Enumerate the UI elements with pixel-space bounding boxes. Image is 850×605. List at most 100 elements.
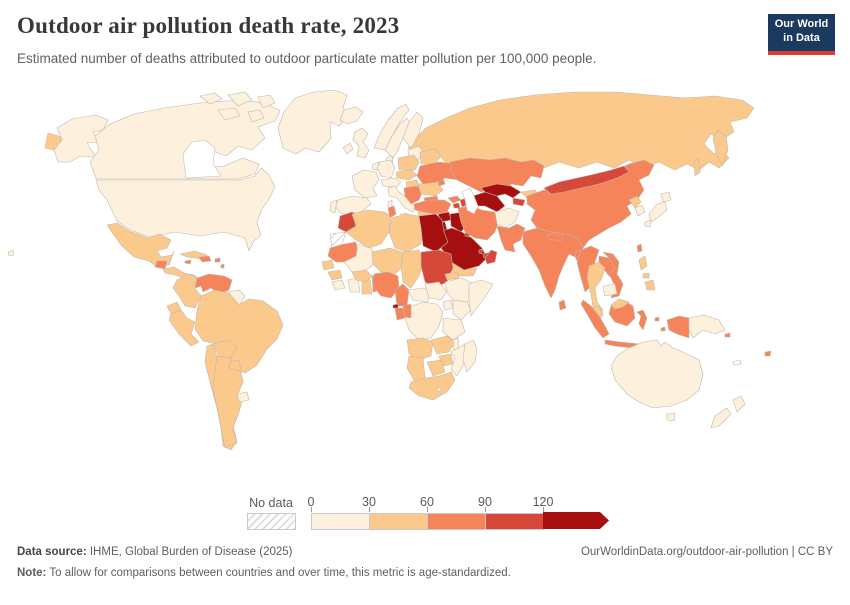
region-turkey[interactable] xyxy=(413,199,452,215)
region-germany[interactable] xyxy=(376,159,396,179)
region-japan-kyushu[interactable] xyxy=(644,219,652,228)
region-solomon-islands[interactable] xyxy=(724,332,731,338)
region-south-africa[interactable] xyxy=(408,371,456,401)
region-tajikistan[interactable] xyxy=(512,197,526,207)
region-taiwan[interactable] xyxy=(636,243,643,253)
region-australia[interactable] xyxy=(610,339,704,409)
region-philippines-visayas[interactable] xyxy=(642,272,650,279)
region-afghanistan[interactable] xyxy=(494,207,520,229)
region-benelux[interactable] xyxy=(371,161,380,171)
region-nepal[interactable] xyxy=(546,233,564,242)
region-belarus[interactable] xyxy=(419,148,442,165)
region-senegal[interactable] xyxy=(321,259,335,271)
region-japan-honshu[interactable] xyxy=(648,201,668,223)
region-botswana[interactable] xyxy=(426,359,446,377)
region-united-states[interactable] xyxy=(95,167,276,252)
region-canada-arctic-1[interactable] xyxy=(199,92,223,105)
region-canada-arctic-4[interactable] xyxy=(217,107,241,121)
region-colombia[interactable] xyxy=(172,273,202,309)
region-tasmania[interactable] xyxy=(666,412,676,422)
region-madagascar[interactable] xyxy=(462,339,478,373)
region-georgia[interactable] xyxy=(447,195,462,204)
region-guatemala[interactable] xyxy=(154,260,168,270)
region-czech-slovakia[interactable] xyxy=(395,169,418,181)
region-finland[interactable] xyxy=(402,111,424,149)
region-tanzania[interactable] xyxy=(442,317,466,341)
region-lesotho[interactable] xyxy=(436,386,442,392)
region-niger[interactable] xyxy=(371,247,404,275)
region-nigeria[interactable] xyxy=(372,271,400,299)
region-canada-arctic-3[interactable] xyxy=(257,94,276,109)
region-bolivia[interactable] xyxy=(212,339,238,359)
region-puerto-rico[interactable] xyxy=(214,257,221,263)
region-namibia[interactable] xyxy=(406,355,426,383)
region-indonesia-moluccas-1[interactable] xyxy=(654,316,660,322)
region-chad[interactable] xyxy=(400,249,424,289)
region-uganda[interactable] xyxy=(442,299,454,311)
region-brazil[interactable] xyxy=(194,289,284,374)
region-philippines-mindanao[interactable] xyxy=(644,279,656,291)
region-portugal[interactable] xyxy=(329,199,338,214)
region-canada[interactable] xyxy=(89,99,281,180)
region-somalia[interactable] xyxy=(468,279,494,317)
region-india[interactable] xyxy=(522,227,584,299)
legend-bin-30-60[interactable] xyxy=(369,513,428,530)
region-philippines-luzon[interactable] xyxy=(638,255,648,271)
no-data-swatch[interactable] xyxy=(247,513,296,530)
region-new-caledonia[interactable] xyxy=(732,359,742,366)
region-iceland[interactable] xyxy=(339,106,364,125)
region-thailand[interactable] xyxy=(586,261,606,317)
region-indonesia-sumatra[interactable] xyxy=(580,299,610,339)
region-vietnam[interactable] xyxy=(602,251,624,299)
region-jamaica[interactable] xyxy=(184,259,192,265)
region-sierra-leone[interactable] xyxy=(331,279,346,291)
region-russia-sakhalin[interactable] xyxy=(693,157,701,177)
owid-url-link[interactable]: OurWorldinData.org/outdoor-air-pollution… xyxy=(580,546,833,558)
region-russia[interactable] xyxy=(407,91,755,171)
region-guinea[interactable] xyxy=(327,269,343,281)
region-south-korea[interactable] xyxy=(634,204,646,217)
region-russia-kamchatka[interactable] xyxy=(712,129,729,167)
region-hispaniola[interactable] xyxy=(198,255,212,263)
region-angola[interactable] xyxy=(406,337,434,361)
region-japan-hokkaido[interactable] xyxy=(660,191,672,203)
region-cameroon[interactable] xyxy=(394,283,410,307)
region-hawaii[interactable] xyxy=(7,249,15,257)
region-egypt[interactable] xyxy=(418,213,449,253)
region-equatorial-guinea[interactable] xyxy=(392,303,399,309)
region-canada-arctic-5[interactable] xyxy=(247,109,265,123)
region-new-zealand-north[interactable] xyxy=(732,395,746,413)
region-burkina-faso[interactable] xyxy=(351,269,373,283)
region-indonesia-moluccas-2[interactable] xyxy=(660,326,666,332)
region-switzerland-austria[interactable] xyxy=(380,177,402,188)
region-ireland[interactable] xyxy=(342,142,354,155)
region-italy[interactable] xyxy=(387,185,416,213)
region-oman[interactable] xyxy=(484,249,498,265)
legend-bin-120-plus[interactable] xyxy=(543,512,609,529)
region-western-sahara[interactable] xyxy=(329,231,347,249)
region-gabon[interactable] xyxy=(394,307,406,321)
region-libya[interactable] xyxy=(388,213,424,253)
region-mongolia[interactable] xyxy=(543,165,630,195)
region-cambodia[interactable] xyxy=(602,283,618,297)
legend-bin-90-120[interactable] xyxy=(485,513,544,530)
region-north-korea[interactable] xyxy=(628,195,642,209)
region-zambia[interactable] xyxy=(430,335,456,355)
region-armenia[interactable] xyxy=(452,202,461,209)
region-kazakhstan[interactable] xyxy=(449,157,545,193)
region-tunisia[interactable] xyxy=(387,205,397,219)
region-algeria[interactable] xyxy=(345,209,392,249)
region-indonesia-papua[interactable] xyxy=(666,315,690,339)
region-pakistan[interactable] xyxy=(496,223,526,253)
region-iran[interactable] xyxy=(457,205,500,241)
region-new-zealand-south[interactable] xyxy=(710,407,732,429)
region-argentina[interactable] xyxy=(212,355,244,449)
region-poland[interactable] xyxy=(397,154,420,171)
region-ivory-coast[interactable] xyxy=(347,277,361,293)
region-kenya[interactable] xyxy=(452,299,472,321)
region-peru[interactable] xyxy=(168,309,200,347)
region-lesser-antilles[interactable] xyxy=(220,263,225,269)
region-uruguay[interactable] xyxy=(236,391,250,403)
legend-bin-0-30[interactable] xyxy=(311,513,370,530)
region-mexico[interactable] xyxy=(106,222,175,268)
